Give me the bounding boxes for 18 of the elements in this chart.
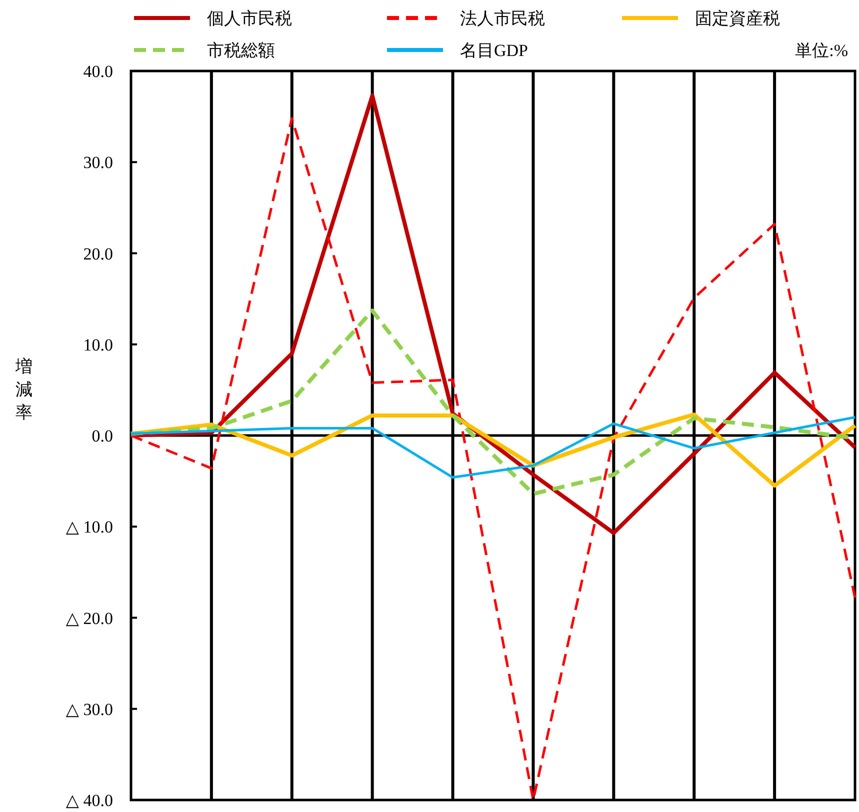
y-tick-label: 40.0 — [83, 62, 113, 81]
line-series — [129, 94, 857, 535]
y-axis-title: 増減率 — [14, 357, 32, 422]
y-tick-label: △ 20.0 — [66, 608, 113, 628]
y-tick-label: 10.0 — [83, 335, 113, 354]
legend-label: 個人市民税 — [207, 9, 292, 28]
y-tick-label: △ 30.0 — [66, 700, 113, 719]
y-tick-label: △ 40.0 — [66, 791, 113, 810]
text: 単位:% — [795, 41, 848, 60]
y-tick-label: 0.0 — [92, 426, 113, 446]
y-tick-label: 20.0 — [83, 244, 113, 264]
y-tick-label: 30.0 — [83, 153, 113, 172]
legend-label: 法人市民税 — [460, 9, 545, 28]
legend-label: 市税総額 — [207, 41, 275, 60]
legend-label: 名目GDP — [460, 41, 528, 60]
y-tick-label: △ 10.0 — [66, 518, 113, 537]
line-series — [130, 416, 856, 479]
legend-label: 固定資産税 — [695, 9, 780, 28]
